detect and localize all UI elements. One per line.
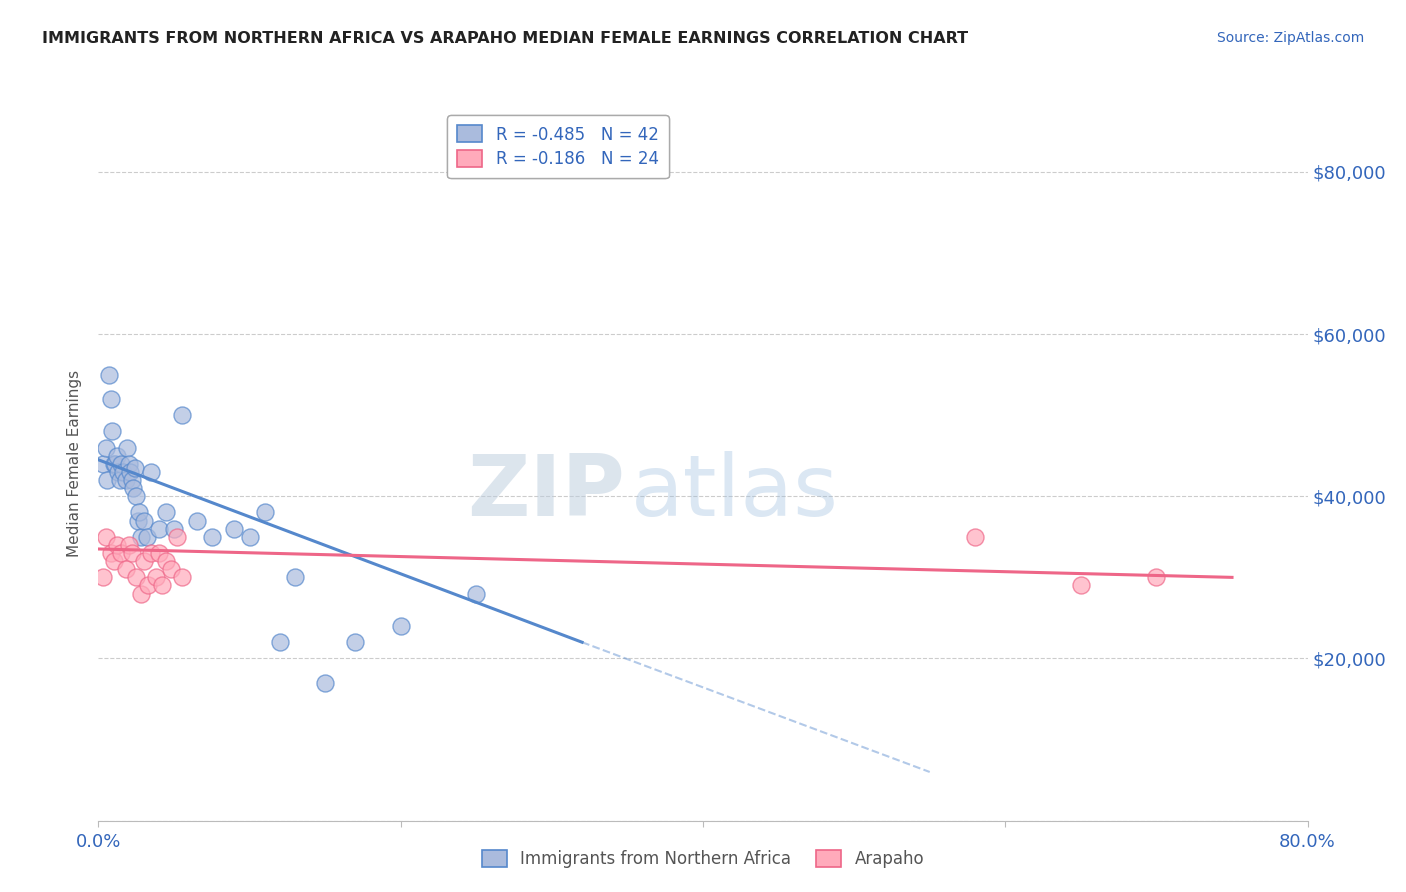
Point — [224, 522, 246, 536]
Point — [170, 570, 193, 584]
Point — [121, 546, 143, 560]
Point — [100, 392, 122, 406]
Point — [103, 554, 125, 568]
Legend: R = -0.485   N = 42, R = -0.186   N = 24: R = -0.485 N = 42, R = -0.186 N = 24 — [447, 115, 669, 178]
Text: atlas: atlas — [630, 450, 838, 534]
Point — [91, 457, 114, 471]
Point — [125, 489, 148, 503]
Point — [107, 465, 129, 479]
Text: ZIP: ZIP — [467, 450, 624, 534]
Point — [141, 465, 163, 479]
Point — [148, 546, 170, 560]
Point — [98, 368, 121, 382]
Point — [120, 465, 142, 479]
Point — [115, 441, 138, 455]
Point — [100, 546, 122, 560]
Point — [148, 522, 170, 536]
Point — [91, 570, 114, 584]
Point — [136, 578, 159, 592]
Point — [155, 506, 177, 520]
Point — [94, 441, 117, 455]
Point — [965, 530, 987, 544]
Point — [108, 473, 131, 487]
Point — [163, 522, 186, 536]
Point — [127, 514, 149, 528]
Point — [1144, 570, 1167, 584]
Point — [253, 506, 276, 520]
Point — [465, 586, 488, 600]
Point — [129, 530, 152, 544]
Point — [94, 530, 117, 544]
Point — [129, 586, 152, 600]
Point — [104, 457, 127, 471]
Point — [121, 473, 143, 487]
Point — [150, 578, 173, 592]
Point — [389, 619, 412, 633]
Point — [103, 457, 125, 471]
Point — [132, 554, 155, 568]
Point — [118, 457, 141, 471]
Point — [1070, 578, 1092, 592]
Point — [96, 473, 118, 487]
Point — [269, 635, 291, 649]
Point — [344, 635, 367, 649]
Point — [118, 538, 141, 552]
Y-axis label: Median Female Earnings: Median Female Earnings — [67, 370, 83, 558]
Point — [101, 425, 124, 439]
Point — [125, 570, 148, 584]
Point — [160, 562, 183, 576]
Point — [128, 506, 150, 520]
Legend: Immigrants from Northern Africa, Arapaho: Immigrants from Northern Africa, Arapaho — [475, 843, 931, 875]
Point — [110, 546, 132, 560]
Point — [201, 530, 224, 544]
Point — [145, 570, 167, 584]
Point — [114, 562, 136, 576]
Point — [132, 514, 155, 528]
Point — [105, 449, 128, 463]
Point — [314, 675, 336, 690]
Point — [105, 538, 128, 552]
Point — [284, 570, 307, 584]
Point — [135, 530, 157, 544]
Point — [111, 465, 134, 479]
Point — [122, 481, 145, 495]
Point — [141, 546, 163, 560]
Point — [114, 473, 136, 487]
Text: Source: ZipAtlas.com: Source: ZipAtlas.com — [1216, 31, 1364, 45]
Point — [155, 554, 177, 568]
Text: IMMIGRANTS FROM NORTHERN AFRICA VS ARAPAHO MEDIAN FEMALE EARNINGS CORRELATION CH: IMMIGRANTS FROM NORTHERN AFRICA VS ARAPA… — [42, 31, 969, 46]
Point — [239, 530, 262, 544]
Point — [124, 461, 146, 475]
Point — [186, 514, 208, 528]
Point — [170, 408, 193, 422]
Point — [166, 530, 188, 544]
Point — [110, 457, 132, 471]
